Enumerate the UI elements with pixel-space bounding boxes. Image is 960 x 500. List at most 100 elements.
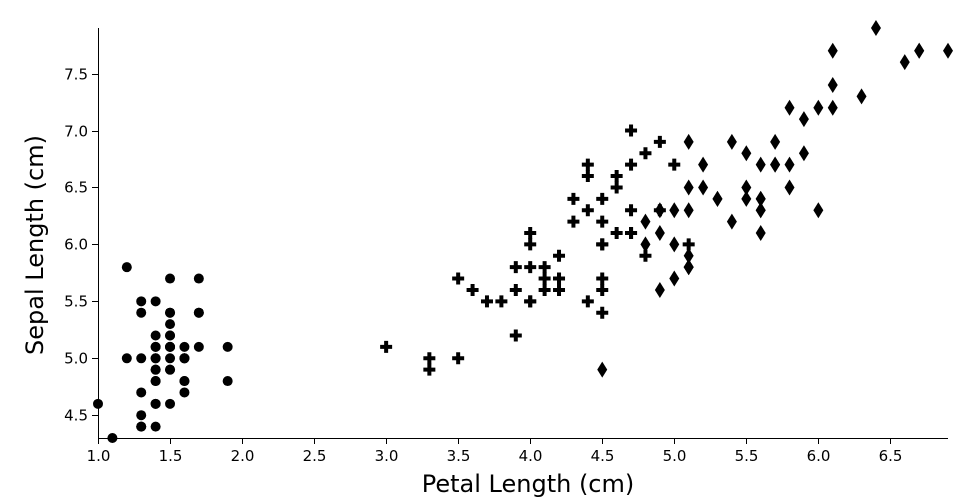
data-point-plus [538, 272, 551, 285]
data-point-circle [150, 330, 161, 341]
data-point-plus [596, 283, 609, 296]
data-point-diamond [683, 179, 694, 196]
data-point-circle [165, 353, 176, 364]
data-point-plus [538, 261, 551, 274]
data-point-diamond [669, 202, 680, 219]
data-point-diamond [827, 42, 838, 59]
x-tick-label: 3.5 [447, 447, 471, 465]
data-point-circle [150, 421, 161, 432]
data-point-plus [596, 272, 609, 285]
y-axis: 4.5 5.0 5.5 6.0 6.5 7.0 7.5 [64, 28, 99, 438]
data-point-diamond [770, 156, 781, 173]
data-point-diamond [683, 247, 694, 264]
data-point-circle [222, 341, 233, 352]
data-point-diamond [784, 156, 795, 173]
x-tick-label: 3.0 [375, 447, 399, 465]
data-point-plus [567, 192, 580, 205]
data-point-plus [610, 227, 623, 239]
data-point-diamond [683, 202, 694, 219]
data-point-plus [509, 329, 522, 342]
data-point-circle [193, 273, 204, 284]
data-point-diamond [784, 179, 795, 196]
x-tick-label: 2.0 [231, 447, 255, 465]
data-point-plus [625, 158, 638, 171]
x-tick-label: 2.5 [303, 447, 327, 465]
data-point-diamond [654, 225, 665, 241]
data-point-diamond [741, 145, 752, 162]
data-point-plus [524, 227, 537, 239]
data-point-diamond [654, 202, 665, 219]
y-axis-title: Sepal Length (cm) [21, 135, 49, 355]
data-point-circle [222, 376, 233, 387]
data-point-diamond [755, 156, 766, 173]
data-point-circle [165, 398, 176, 409]
data-point-diamond [798, 111, 809, 128]
data-point-circle [136, 296, 147, 307]
data-point-circle [150, 341, 161, 352]
data-point-diamond [669, 270, 680, 287]
data-point-circle [136, 410, 147, 421]
data-point-plus [596, 238, 609, 251]
data-point-plus [653, 135, 666, 148]
data-point-diamond [712, 190, 723, 207]
data-point-circle [150, 376, 161, 387]
data-point-diamond [654, 281, 665, 298]
data-point-diamond [683, 133, 694, 150]
x-tick-label: 4.5 [591, 447, 615, 465]
data-point-plus [668, 158, 681, 171]
data-point-diamond [755, 190, 766, 207]
x-tick-label: 5.0 [663, 447, 687, 465]
data-point-circle [136, 421, 147, 432]
data-point-plus [581, 204, 594, 217]
data-point-diamond [741, 179, 752, 196]
data-point-plus [581, 158, 594, 171]
x-tick-label: 4.0 [519, 447, 543, 465]
data-point-diamond [899, 54, 910, 71]
y-tick-label: 7.0 [64, 123, 88, 141]
data-point-plus [610, 170, 623, 183]
data-point-circle [136, 307, 147, 318]
data-point-plus [581, 295, 594, 308]
data-point-plus [596, 215, 609, 228]
data-point-plus [639, 249, 652, 262]
data-point-plus [423, 352, 436, 365]
data-point-diamond [640, 236, 651, 253]
data-point-circle [193, 341, 204, 352]
data-point-diamond [669, 236, 680, 253]
x-axis: 1.0 1.5 2.0 2.5 3.0 3.5 4.0 4.5 5.0 5.5 6.0 6.5 [87, 438, 948, 465]
data-point-plus [509, 261, 522, 274]
y-tick-label: 7.5 [64, 66, 88, 84]
data-point-diamond [683, 259, 694, 276]
data-point-plus [553, 272, 566, 285]
data-point-diamond [813, 99, 824, 116]
data-point-diamond [856, 88, 867, 105]
data-point-circle [136, 353, 147, 364]
data-point-diamond [813, 202, 824, 219]
data-point-diamond [726, 213, 737, 230]
data-point-diamond [741, 190, 752, 207]
data-point-circle [179, 341, 190, 352]
data-point-diamond [755, 202, 766, 219]
data-point-circle [136, 387, 147, 398]
data-point-diamond [914, 42, 925, 59]
x-tick-label: 1.5 [159, 447, 183, 465]
data-point-plus [567, 215, 580, 228]
x-axis-title: Petal Length (cm) [422, 470, 635, 498]
data-point-diamond [827, 76, 838, 93]
data-point-circle [165, 330, 176, 341]
data-point-plus [423, 363, 436, 376]
data-point-plus [553, 249, 566, 262]
data-point-circle [165, 307, 176, 318]
data-point-diamond [784, 99, 795, 116]
data-point-plus [509, 283, 522, 296]
data-point-plus [480, 295, 493, 308]
data-point-circle [165, 341, 176, 352]
data-point-diamond [597, 361, 608, 378]
data-point-plus [610, 181, 623, 194]
x-tick-label: 6.0 [807, 447, 831, 465]
data-point-plus [581, 170, 594, 183]
data-point-diamond [870, 20, 881, 36]
data-point-plus [596, 192, 609, 205]
data-point-diamond [770, 133, 781, 150]
